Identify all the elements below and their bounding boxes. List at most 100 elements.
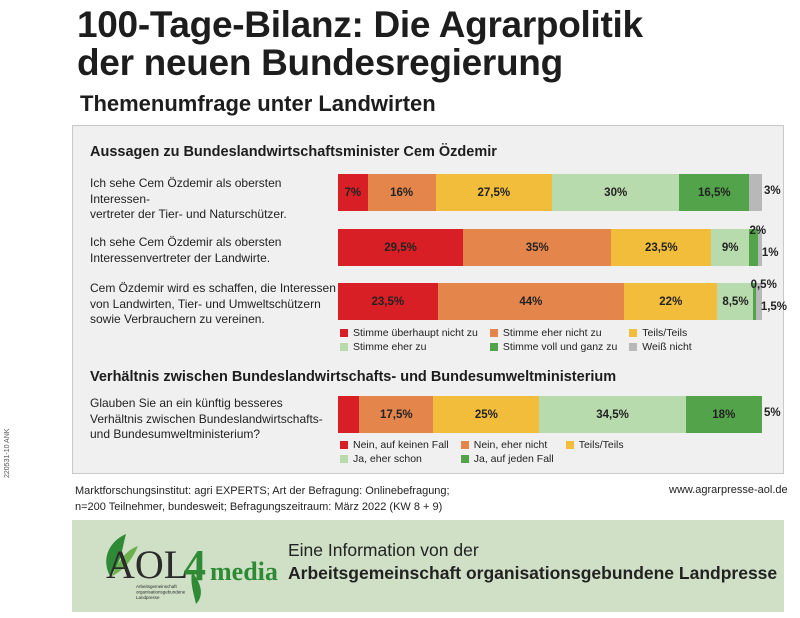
legend-swatch <box>340 455 348 463</box>
source-url: www.agrarpresse-aol.de <box>669 484 788 496</box>
data-label: 44% <box>519 295 543 308</box>
legend-swatch <box>460 455 469 463</box>
legend-swatch <box>565 441 574 449</box>
data-label: 16,5% <box>697 186 731 199</box>
chart-legend: Stimme überhaupt nicht zu Stimme eher nic… <box>340 327 692 353</box>
data-label: 1,5% <box>760 301 788 313</box>
logo-subtext: Arbeitsgemeinschaft organisationsgebunden… <box>136 584 186 600</box>
title-line-2: der neuen Bundesregierung <box>77 42 563 83</box>
legend-item: Weiß nicht <box>629 341 692 353</box>
data-label: 16% <box>390 186 414 199</box>
data-label: 29,5% <box>384 241 417 254</box>
legend-label: Ja, eher schon <box>353 453 422 465</box>
data-label: 3% <box>764 185 781 197</box>
legend-item: Teils/Teils <box>629 327 691 339</box>
legend-item: Ja, eher schon <box>340 453 449 465</box>
data-label: 2% <box>749 225 767 237</box>
logo-leaf-icon <box>106 534 201 604</box>
bar-segment <box>749 174 762 211</box>
source-line-1: Marktforschungsinstitut: agri EXPERTS; A… <box>75 485 450 497</box>
bar-segment: 27,5% <box>435 174 553 211</box>
logo-subtext-line: Landpresse <box>136 595 160 600</box>
footer-banner: AOL 4 media Arbeitsgemeinschaft organisat… <box>72 520 784 612</box>
legend-label: Weiß nicht <box>642 341 692 353</box>
legend-swatch <box>489 343 498 351</box>
bar-segment <box>753 283 756 320</box>
data-label: 27,5% <box>477 186 511 199</box>
data-label: 9% <box>721 241 739 254</box>
data-label: 17,5% <box>379 408 413 421</box>
legend-label: Teils/Teils <box>578 439 624 451</box>
logo-subtext-line: organisationsgebundene <box>136 590 186 595</box>
legend-item: Nein, auf keinen Fall <box>340 439 449 451</box>
legend-item: Nein, eher nicht <box>460 439 554 451</box>
legend-item: Stimme eher nicht zu <box>489 327 617 339</box>
source-note: Marktforschungsinstitut: agri EXPERTS; A… <box>75 484 450 515</box>
bar-segment: 23,5% <box>338 283 438 320</box>
legend-item: Teils/Teils <box>565 439 624 451</box>
legend-label: Teils/Teils <box>642 327 688 339</box>
category-label: Ich sehe Cem Özdemir als obersten Intere… <box>90 176 287 221</box>
legend-label: Stimme überhaupt nicht zu <box>353 327 478 339</box>
legend-item: Ja, auf jeden Fall <box>460 453 554 465</box>
bar-segment: 30% <box>552 174 680 211</box>
stacked-bar: 7% 16% 27,5% 30% 16,5% <box>338 174 762 211</box>
legend-label: Ja, auf jeden Fall <box>473 453 554 465</box>
legend-swatch <box>340 329 348 337</box>
bar-segment: 9% <box>711 229 750 266</box>
legend-swatch <box>629 329 638 337</box>
footer-line-2: Arbeitsgemeinschaft organisationsgebunde… <box>288 563 778 583</box>
category-label: Ich sehe Cem Özdemir als obersten Intere… <box>90 235 282 265</box>
legend-swatch <box>629 343 638 351</box>
bar-segment: 18% <box>685 396 762 433</box>
legend-item: Stimme überhaupt nicht zu <box>340 327 478 339</box>
bar-segment: 35% <box>463 229 612 266</box>
chart-title: Aussagen zu Bundeslandwirtschaftsministe… <box>90 144 497 160</box>
data-label: 8,5% <box>722 295 749 308</box>
data-label: 30% <box>604 186 628 199</box>
legend-swatch <box>460 441 469 449</box>
bar-segment: 25% <box>433 396 540 433</box>
bar-segment <box>749 229 758 266</box>
data-label: 18% <box>712 408 736 421</box>
bar-segment: 23,5% <box>611 229 712 266</box>
stacked-bar: 23,5% 44% 22% 8,5% <box>338 283 762 320</box>
source-line-2: n=200 Teilnehmer, bundesweit; Befragungs… <box>75 500 443 513</box>
data-label: 23,5% <box>644 241 678 254</box>
bar-segment: 22% <box>624 283 718 320</box>
data-label: 5% <box>764 407 781 419</box>
page-title: 100-Tage-Bilanz: Die Agrarpolitik der ne… <box>77 6 643 82</box>
bar-segment: 17,5% <box>359 396 434 433</box>
bar-segment: 7% <box>338 174 368 211</box>
footer-line-1: Eine Information von der <box>288 540 479 560</box>
bar-segment: 8,5% <box>717 283 754 320</box>
bar-segment <box>755 283 762 320</box>
legend-item: Stimme eher zu <box>340 341 478 353</box>
logo-word: media <box>210 557 278 586</box>
legend-label: Stimme voll und ganz zu <box>502 341 618 353</box>
legend-swatch <box>489 329 498 337</box>
aol4media-logo: AOL 4 media Arbeitsgemeinschaft organisat… <box>106 534 278 604</box>
category-label: Cem Özdemir wird es schaffen, die Intere… <box>90 281 336 326</box>
bar-segment <box>338 396 360 433</box>
chart-legend: Nein, auf keinen Fall Nein, eher nicht Tei… <box>340 439 624 465</box>
data-label: 25% <box>474 408 498 421</box>
legend-label: Nein, auf keinen Fall <box>353 439 449 451</box>
title-line-1: 100-Tage-Bilanz: Die Agrarpolitik <box>77 4 643 45</box>
bar-segment: 29,5% <box>338 229 464 266</box>
data-label: 22% <box>659 295 683 308</box>
stacked-bar: 17,5% 25% 34,5% 18% <box>338 396 762 433</box>
side-code: 220531-10 ANK <box>4 428 11 478</box>
bar-segment: 16,5% <box>679 174 750 211</box>
data-label: 23,5% <box>371 295 405 308</box>
stacked-bar: 29,5% 35% 23,5% 9% <box>338 229 762 266</box>
legend-item: Stimme voll und ganz zu <box>489 341 618 353</box>
legend-label: Nein, eher nicht <box>473 439 548 451</box>
data-label: 1% <box>761 247 779 259</box>
chart-title: Verhältnis zwischen Bundeslandwirtschaft… <box>90 369 617 385</box>
data-label: 35% <box>525 241 549 254</box>
bar-segment: 34,5% <box>539 396 686 433</box>
data-label: 34,5% <box>596 408 629 421</box>
logo-digit: 4 <box>184 541 206 590</box>
data-label: 0,5% <box>750 279 777 291</box>
